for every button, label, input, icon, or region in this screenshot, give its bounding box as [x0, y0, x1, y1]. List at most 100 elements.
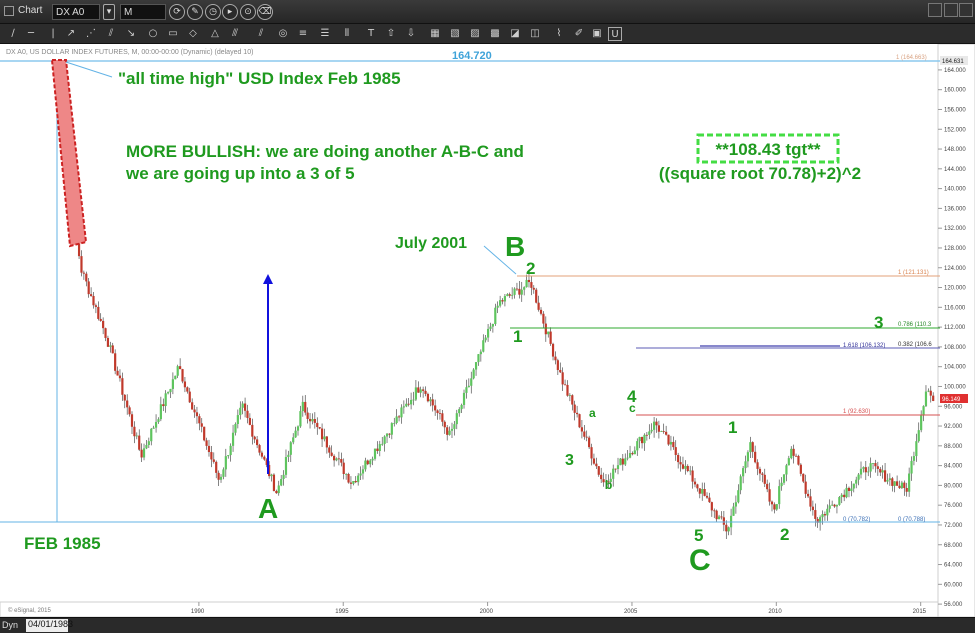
candle-body — [631, 453, 634, 455]
ray-tool-icon[interactable]: ↗ — [66, 28, 76, 39]
shape-f-tool-icon[interactable]: ◫ — [530, 28, 540, 39]
parallel-tool-icon[interactable]: ⫽ — [258, 28, 264, 39]
fib-circle-tool-icon[interactable]: ◎ — [278, 28, 288, 39]
trend-tool-icon[interactable]: ⋰ — [86, 28, 96, 39]
candle-body — [698, 488, 701, 494]
diamond-tool-icon[interactable]: ◇ — [189, 28, 197, 39]
candle-body — [446, 427, 449, 435]
shape-b-tool-icon[interactable]: ▧ — [450, 28, 460, 39]
candle-body — [852, 483, 855, 489]
rectangle-tool-icon[interactable]: ▭ — [168, 28, 178, 39]
candle-body — [169, 388, 172, 393]
down-arrow-tool-icon[interactable]: ⇩ — [406, 28, 416, 39]
wave-b-label: b — [605, 478, 612, 492]
candle-body — [265, 459, 268, 465]
status-date[interactable]: 04/01/1983 — [26, 619, 73, 632]
vertical-line-tool-icon[interactable]: | — [51, 28, 55, 39]
candle-body — [790, 448, 793, 459]
candle-body — [749, 442, 752, 453]
line-tool-icon[interactable]: ∕ — [11, 28, 15, 39]
window-close-button[interactable] — [959, 3, 973, 17]
arrow-tool-icon[interactable]: ↘ — [126, 28, 136, 39]
target-text: **108.43 tgt** — [716, 140, 821, 159]
candle-body — [304, 401, 307, 413]
interval-input[interactable] — [120, 4, 166, 20]
candle-body — [833, 504, 836, 507]
price-axis[interactable] — [937, 43, 975, 618]
candle-body — [648, 431, 651, 435]
candle-body — [751, 442, 754, 452]
brush-tool-icon[interactable]: ✐ — [574, 28, 584, 39]
pitchfork-tool-icon[interactable]: ⫻ — [232, 28, 238, 39]
channel-tool-icon[interactable]: ⫽ — [108, 28, 114, 39]
ath-annotation: "all time high" USD Index Feb 1985 — [118, 69, 401, 88]
window-maximize-button[interactable] — [944, 3, 958, 17]
candle-body — [513, 288, 516, 295]
cursor-icon[interactable]: ⊙ — [240, 4, 256, 20]
candle-body — [472, 369, 475, 379]
candle-body — [479, 351, 482, 355]
fib-extension-tool-icon[interactable]: ☰ — [320, 28, 330, 39]
candle-body — [376, 448, 379, 452]
candle-body — [198, 416, 201, 424]
window-settings-button[interactable] — [928, 3, 942, 17]
draw-pencil-icon[interactable]: ✎ — [187, 4, 203, 20]
candle-body — [241, 403, 244, 408]
chart-area[interactable]: DX A0, US DOLLAR INDEX FUTURES, M, 00:00… — [0, 43, 975, 633]
candle-body — [308, 418, 312, 422]
candle-body — [761, 473, 764, 475]
candle-body — [806, 493, 810, 497]
candle-body — [142, 448, 146, 458]
status-tab[interactable]: Dyn — [2, 620, 19, 630]
candle-body — [527, 279, 531, 283]
symbol-input[interactable] — [52, 4, 100, 20]
x-tick-label: 1995 — [335, 609, 349, 615]
shape-d-tool-icon[interactable]: ▩ — [490, 28, 500, 39]
time-axis[interactable] — [0, 601, 939, 618]
candle-body — [494, 307, 497, 325]
candle-body — [580, 427, 584, 432]
candle-body — [643, 434, 646, 444]
shape-e-tool-icon[interactable]: ◪ — [510, 28, 520, 39]
time-icon[interactable]: ◷ — [205, 4, 221, 20]
candle-body — [583, 431, 586, 437]
fib-time-tool-icon[interactable]: ⦀ — [344, 28, 350, 39]
ellipse-tool-icon[interactable]: ○ — [148, 28, 158, 39]
triangle-tool-icon[interactable]: △ — [211, 28, 219, 39]
shape-c-tool-icon[interactable]: ▨ — [470, 28, 480, 39]
candle-body — [679, 462, 682, 465]
eraser-icon[interactable]: ⌫ — [257, 4, 273, 20]
candle-body — [409, 399, 413, 405]
x-tick-label: 2000 — [480, 609, 494, 615]
shape-a-tool-icon[interactable]: ▦ — [430, 28, 440, 39]
fib-retrace-tool-icon[interactable]: ≡ — [298, 28, 308, 39]
play-icon[interactable]: ▸ — [222, 4, 238, 20]
candle-body — [660, 431, 663, 432]
horizontal-line-tool-icon[interactable]: ─ — [27, 28, 35, 39]
candle-body — [802, 473, 805, 482]
wave-tool-icon[interactable]: ⌇ — [556, 28, 562, 39]
symbol-dropdown-icon[interactable]: ▾ — [103, 4, 115, 20]
text-tool-icon[interactable]: T — [367, 28, 375, 39]
save-layout-icon[interactable]: ▣ — [592, 28, 602, 39]
candle-body — [768, 489, 771, 502]
candle-body — [147, 441, 150, 446]
wave-1-left-label: 1 — [513, 327, 522, 346]
candle-body — [176, 366, 179, 376]
y-tick-label: 96.000 — [944, 404, 963, 410]
up-arrow-tool-icon[interactable]: ⇧ — [386, 28, 396, 39]
candle-body — [859, 468, 863, 475]
price-chart[interactable]: DX A0, US DOLLAR INDEX FUTURES, M, 00:00… — [0, 43, 975, 618]
candle-body — [486, 328, 490, 338]
candle-body — [898, 485, 901, 489]
candle-body — [710, 502, 713, 511]
candle-body — [393, 422, 396, 424]
candle-body — [732, 506, 735, 516]
candle-body — [219, 476, 223, 480]
magnet-icon[interactable]: U — [608, 27, 622, 41]
candle-body — [826, 508, 829, 516]
bullish-annotation-line2: we are going up into a 3 of 5 — [125, 164, 355, 183]
candle-body — [766, 483, 769, 490]
refresh-icon[interactable]: ⟳ — [169, 4, 185, 20]
candle-body — [431, 399, 434, 406]
